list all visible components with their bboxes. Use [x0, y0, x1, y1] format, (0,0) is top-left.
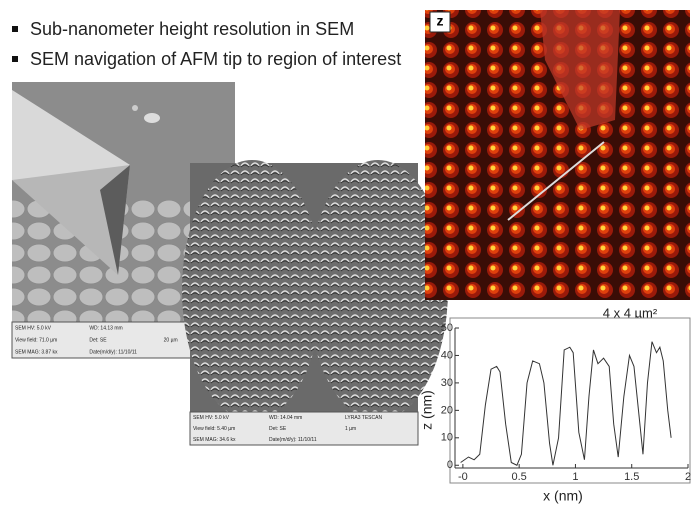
- bullet-text: SEM navigation of AFM tip to region of i…: [30, 49, 401, 69]
- afm-label: z: [437, 13, 444, 29]
- sem-info: WD: 14.13 mm: [89, 325, 122, 331]
- bullet: [12, 26, 18, 32]
- x-axis-label: x (nm): [543, 488, 583, 504]
- sem-info: 20 µm: [164, 337, 178, 343]
- sem-info: SEM HV: 5.0 kV: [193, 415, 230, 421]
- y-axis-label: z (nm): [419, 390, 435, 430]
- slide: Sub-nanometer height resolution in SEM S…: [0, 0, 692, 508]
- x-tick-label: -0: [458, 471, 468, 483]
- x-tick-label: 1.5: [624, 471, 639, 483]
- sem-info: 1 µm: [345, 426, 356, 432]
- sem-info: Det: SE: [269, 426, 287, 432]
- y-tick-label: 50: [441, 322, 453, 334]
- y-tick-label: 40: [441, 349, 453, 361]
- x-tick-label: 1: [572, 471, 578, 483]
- sem-info: Date(m/d/y): 11/10/11: [89, 349, 137, 355]
- sem-info: View field: 71.0 µm: [15, 337, 57, 343]
- sem-info: SEM HV: 5.0 kV: [15, 325, 52, 331]
- sem-info: WD: 14.04 mm: [269, 415, 302, 421]
- sem-info: View field: 5.40 µm: [193, 426, 235, 432]
- x-tick-label: 0.5: [512, 471, 527, 483]
- y-tick-label: 20: [441, 404, 453, 416]
- sem-image-2: [182, 160, 448, 445]
- bullet-text: Sub-nanometer height resolution in SEM: [30, 19, 354, 39]
- bullet: [12, 56, 18, 62]
- x-tick-label: 2: [685, 471, 691, 483]
- sem-info: Det: SE: [89, 337, 107, 343]
- y-tick-label: 30: [441, 377, 453, 389]
- y-tick-label: 0: [447, 459, 453, 471]
- sem-info: SEM MAG: 3.87 kx: [15, 349, 58, 355]
- sem-info: SEM MAG: 34.6 kx: [193, 437, 236, 443]
- sem-info: Date(m/d/y): 11/10/11: [269, 437, 317, 443]
- y-tick-label: 10: [441, 432, 453, 444]
- afm-image: z: [425, 10, 690, 300]
- page: Sub-nanometer height resolution in SEM S…: [0, 0, 692, 508]
- sem-info: LYRA3 TESCAN: [345, 415, 382, 421]
